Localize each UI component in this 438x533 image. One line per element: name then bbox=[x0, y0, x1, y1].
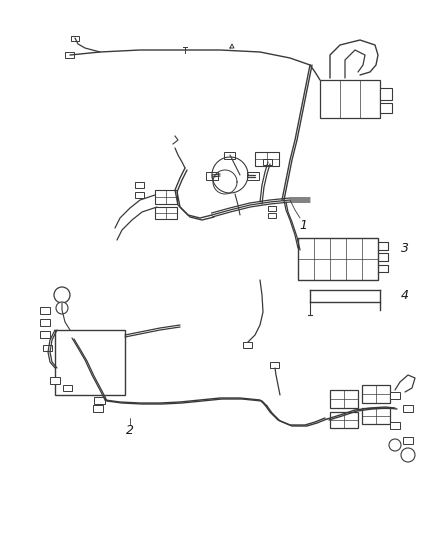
Circle shape bbox=[388, 439, 400, 451]
Bar bbox=[389, 392, 399, 399]
Bar bbox=[329, 412, 357, 428]
Text: 1: 1 bbox=[298, 219, 306, 231]
Bar bbox=[247, 172, 258, 180]
Bar bbox=[40, 330, 50, 337]
Bar bbox=[361, 408, 389, 424]
Bar bbox=[361, 385, 389, 403]
Bar bbox=[50, 376, 60, 384]
Bar bbox=[379, 103, 391, 113]
Bar bbox=[135, 182, 144, 188]
Bar bbox=[402, 405, 412, 411]
Bar bbox=[389, 422, 399, 429]
Bar bbox=[267, 213, 276, 217]
Bar bbox=[379, 88, 391, 100]
Text: 4: 4 bbox=[400, 288, 408, 302]
Text: 3: 3 bbox=[400, 241, 408, 254]
Bar bbox=[297, 238, 377, 280]
Bar bbox=[65, 52, 74, 58]
Text: 2: 2 bbox=[126, 424, 134, 437]
Bar bbox=[40, 319, 50, 326]
Bar bbox=[224, 151, 235, 158]
Bar bbox=[402, 437, 412, 443]
Bar bbox=[155, 190, 177, 204]
Bar bbox=[64, 385, 72, 391]
Bar bbox=[40, 306, 50, 313]
Bar bbox=[135, 192, 144, 198]
Bar bbox=[94, 397, 105, 403]
Bar bbox=[93, 405, 103, 411]
Bar bbox=[71, 36, 79, 41]
Bar bbox=[329, 390, 357, 408]
Bar bbox=[267, 206, 276, 211]
Bar bbox=[319, 80, 379, 118]
Bar bbox=[263, 159, 272, 165]
Bar bbox=[205, 172, 218, 180]
Bar bbox=[43, 345, 53, 351]
Bar bbox=[243, 342, 252, 348]
Circle shape bbox=[400, 448, 414, 462]
Bar bbox=[55, 330, 125, 395]
Circle shape bbox=[54, 287, 70, 303]
Bar bbox=[270, 362, 279, 368]
Bar bbox=[155, 207, 177, 219]
Circle shape bbox=[56, 302, 68, 314]
Bar bbox=[254, 152, 279, 166]
